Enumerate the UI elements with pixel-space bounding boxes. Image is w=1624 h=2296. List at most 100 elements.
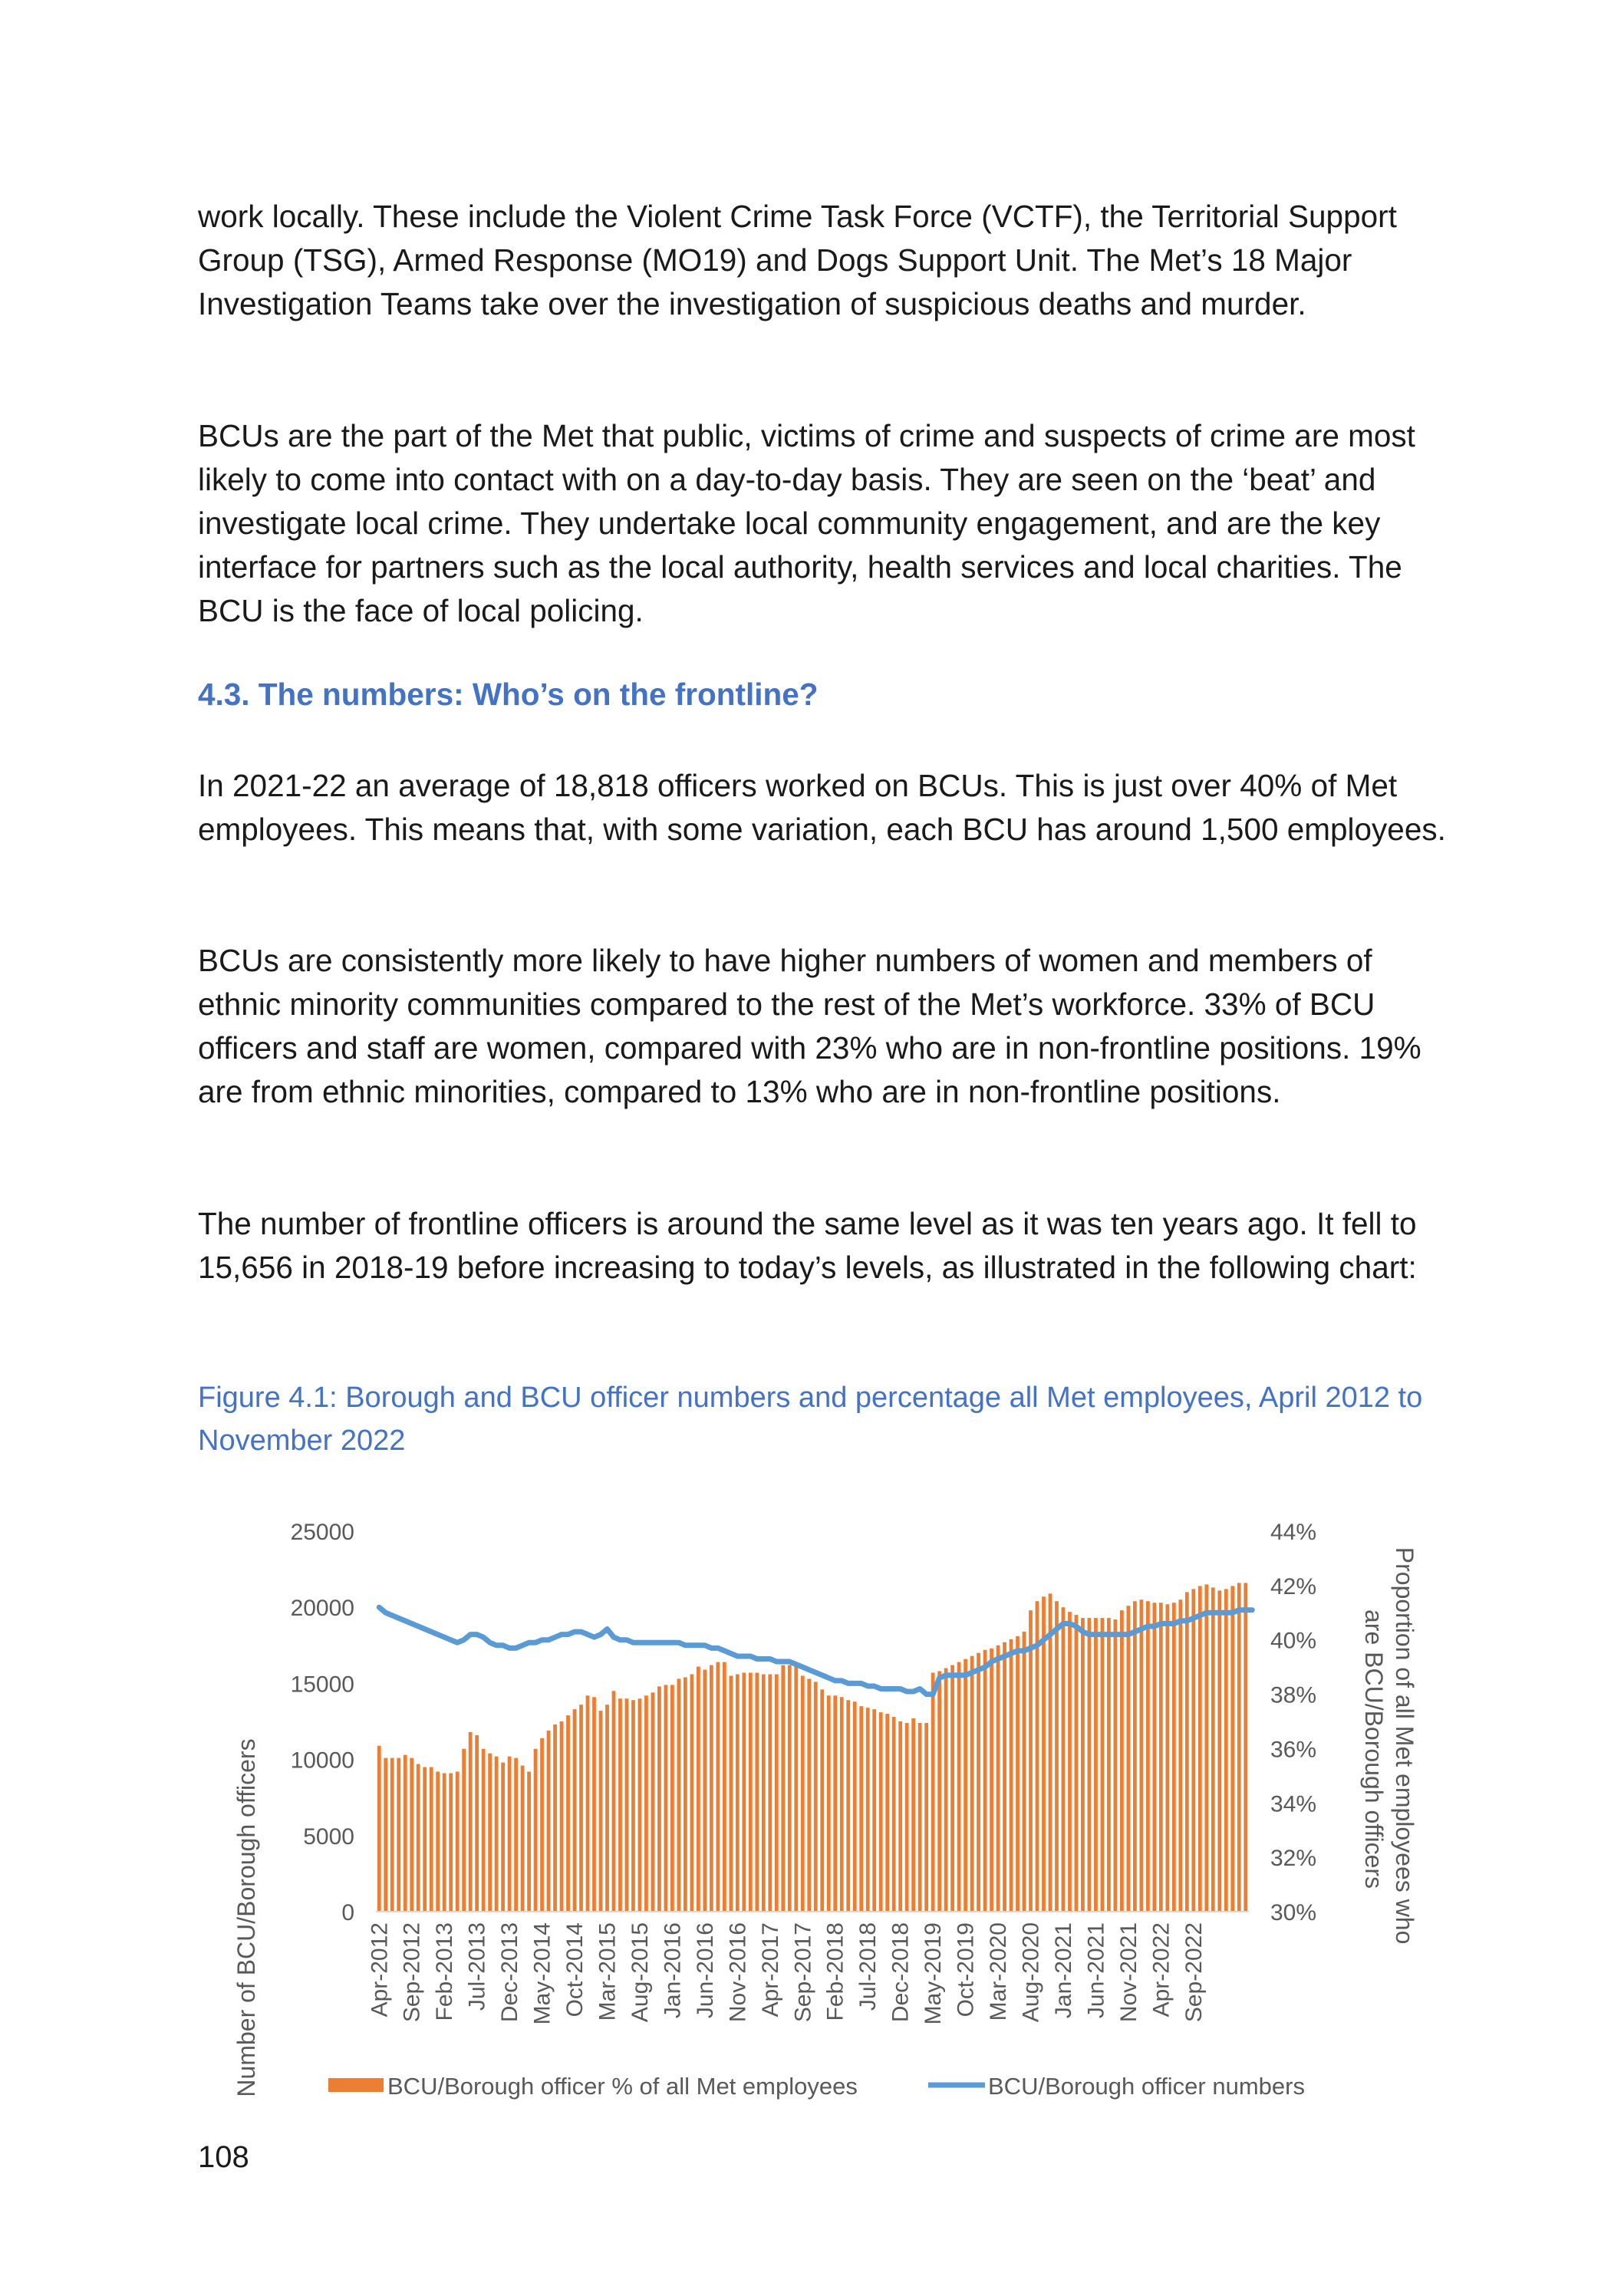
legend-bar-label: BCU/Borough officer % of all Met employe…: [387, 2073, 858, 2100]
x-tick-label-18: Oct-2019: [954, 1922, 979, 2017]
bar-45: [670, 1685, 674, 1912]
x-tick-label-13: Sep-2017: [790, 1922, 815, 2022]
bar-35: [605, 1705, 609, 1912]
bar-3: [397, 1757, 401, 1912]
bar-103: [1048, 1593, 1052, 1912]
bar-6: [416, 1764, 420, 1912]
bar-94: [990, 1648, 993, 1912]
bar-49: [697, 1666, 700, 1912]
x-tick-label-14: Feb-2018: [823, 1922, 848, 2021]
bar-58: [755, 1672, 759, 1912]
bar-113: [1113, 1619, 1118, 1912]
bar-84: [924, 1722, 928, 1912]
bar-101: [1035, 1601, 1039, 1912]
bar-14: [468, 1731, 473, 1912]
x-axis-ticks: Apr-2012 Sep-2012 Feb-2013 Jul-2013 Dec-2013…: [367, 1922, 1207, 2024]
bar-15: [475, 1734, 479, 1912]
bar-128: [1211, 1587, 1215, 1912]
x-tick-label-5: May-2014: [530, 1922, 555, 2024]
bar-16: [481, 1748, 486, 1912]
bar-30: [572, 1709, 577, 1912]
bar-series: [376, 1583, 1249, 1912]
bar-71: [839, 1697, 844, 1912]
paragraph-diversity: BCUs are consistently more likely to hav…: [198, 943, 1421, 1109]
x-tick-label-21: Jan-2021: [1051, 1922, 1076, 2018]
x-tick-label-12: Apr-2017: [758, 1922, 783, 2017]
bar-47: [684, 1677, 687, 1912]
bar-121: [1165, 1604, 1170, 1912]
bar-109: [1087, 1618, 1092, 1912]
bar-25: [540, 1738, 544, 1912]
bar-19: [501, 1762, 505, 1912]
bar-114: [1120, 1610, 1124, 1912]
bar-105: [1061, 1607, 1066, 1912]
x-tick-label-23: Nov-2021: [1116, 1922, 1141, 2022]
y-axis-ticks: 0 5000 10000 15000 20000 25000: [291, 1520, 354, 1925]
bar-74: [859, 1706, 864, 1912]
bar-18: [494, 1756, 499, 1912]
bar-50: [703, 1669, 707, 1912]
bar-68: [820, 1689, 825, 1912]
bar-116: [1133, 1601, 1137, 1912]
bar-53: [722, 1662, 726, 1912]
legend-line-label: BCU/Borough officer numbers: [988, 2073, 1305, 2100]
y-axis-title: Number of BCU/Borough officers: [232, 1738, 260, 2097]
x-tick-label-22: Jun-2021: [1083, 1922, 1108, 2018]
x-tick-label-3: Jul-2013: [465, 1922, 490, 2011]
x-tick-label-10: Jun-2016: [693, 1922, 718, 2018]
bar-75: [865, 1708, 870, 1912]
bar-120: [1158, 1603, 1163, 1912]
bar-9: [436, 1771, 440, 1912]
bar-5: [410, 1757, 414, 1912]
bar-131: [1230, 1586, 1235, 1912]
bar-111: [1100, 1618, 1105, 1912]
bar-61: [774, 1674, 779, 1912]
x-tick-label-15: Jul-2018: [855, 1922, 881, 2011]
bar-2: [390, 1757, 394, 1912]
bar-129: [1217, 1590, 1222, 1912]
legend: BCU/Borough officer % of all Met employe…: [328, 2073, 1305, 2100]
bar-85: [931, 1672, 935, 1912]
x-tick-label-8: Aug-2015: [628, 1922, 653, 2022]
x-tick-label-11: Nov-2016: [725, 1922, 750, 2022]
bar-36: [611, 1691, 616, 1912]
y2-tick-label-2: 34%: [1270, 1791, 1316, 1817]
bar-99: [1022, 1631, 1026, 1912]
page-number: 108: [198, 2140, 249, 2174]
y2-tick-label-3: 36%: [1270, 1737, 1316, 1762]
bar-108: [1081, 1618, 1085, 1912]
y-tick-label-2: 10000: [291, 1748, 354, 1774]
bar-63: [787, 1665, 792, 1912]
bar-42: [651, 1692, 655, 1912]
bar-110: [1094, 1618, 1098, 1912]
bar-1: [384, 1757, 388, 1912]
paragraph-specialist-units: work locally. These include the Violent …: [198, 199, 1397, 321]
bar-32: [585, 1695, 590, 1912]
secondary-y-axis-title-line-2: are BCU/Borough officers: [1360, 1609, 1388, 1889]
bar-38: [624, 1698, 629, 1912]
x-tick-label-16: Dec-2018: [888, 1922, 914, 2022]
bar-81: [904, 1722, 909, 1912]
bar-46: [677, 1678, 681, 1912]
bar-104: [1055, 1601, 1059, 1912]
x-tick-label-0: Apr-2012: [367, 1922, 392, 2017]
bar-0: [377, 1745, 381, 1912]
bar-83: [917, 1722, 922, 1912]
bar-65: [800, 1675, 805, 1912]
x-tick-label-20: Aug-2020: [1019, 1922, 1044, 2022]
figure-caption: Figure 4.1: Borough and BCU officer numb…: [198, 1382, 1423, 1457]
bar-55: [735, 1674, 740, 1912]
bar-79: [891, 1717, 896, 1912]
bar-115: [1126, 1606, 1131, 1912]
bar-8: [429, 1767, 433, 1912]
bar-82: [911, 1718, 916, 1912]
bar-64: [794, 1666, 799, 1912]
y2-tick-label-1: 32%: [1270, 1846, 1316, 1871]
section-heading: 4.3. The numbers: Who’s on the frontline…: [198, 677, 819, 712]
bar-133: [1244, 1583, 1248, 1912]
bar-17: [488, 1753, 492, 1912]
bar-112: [1107, 1618, 1111, 1912]
bar-102: [1042, 1596, 1046, 1912]
bar-48: [690, 1674, 694, 1912]
